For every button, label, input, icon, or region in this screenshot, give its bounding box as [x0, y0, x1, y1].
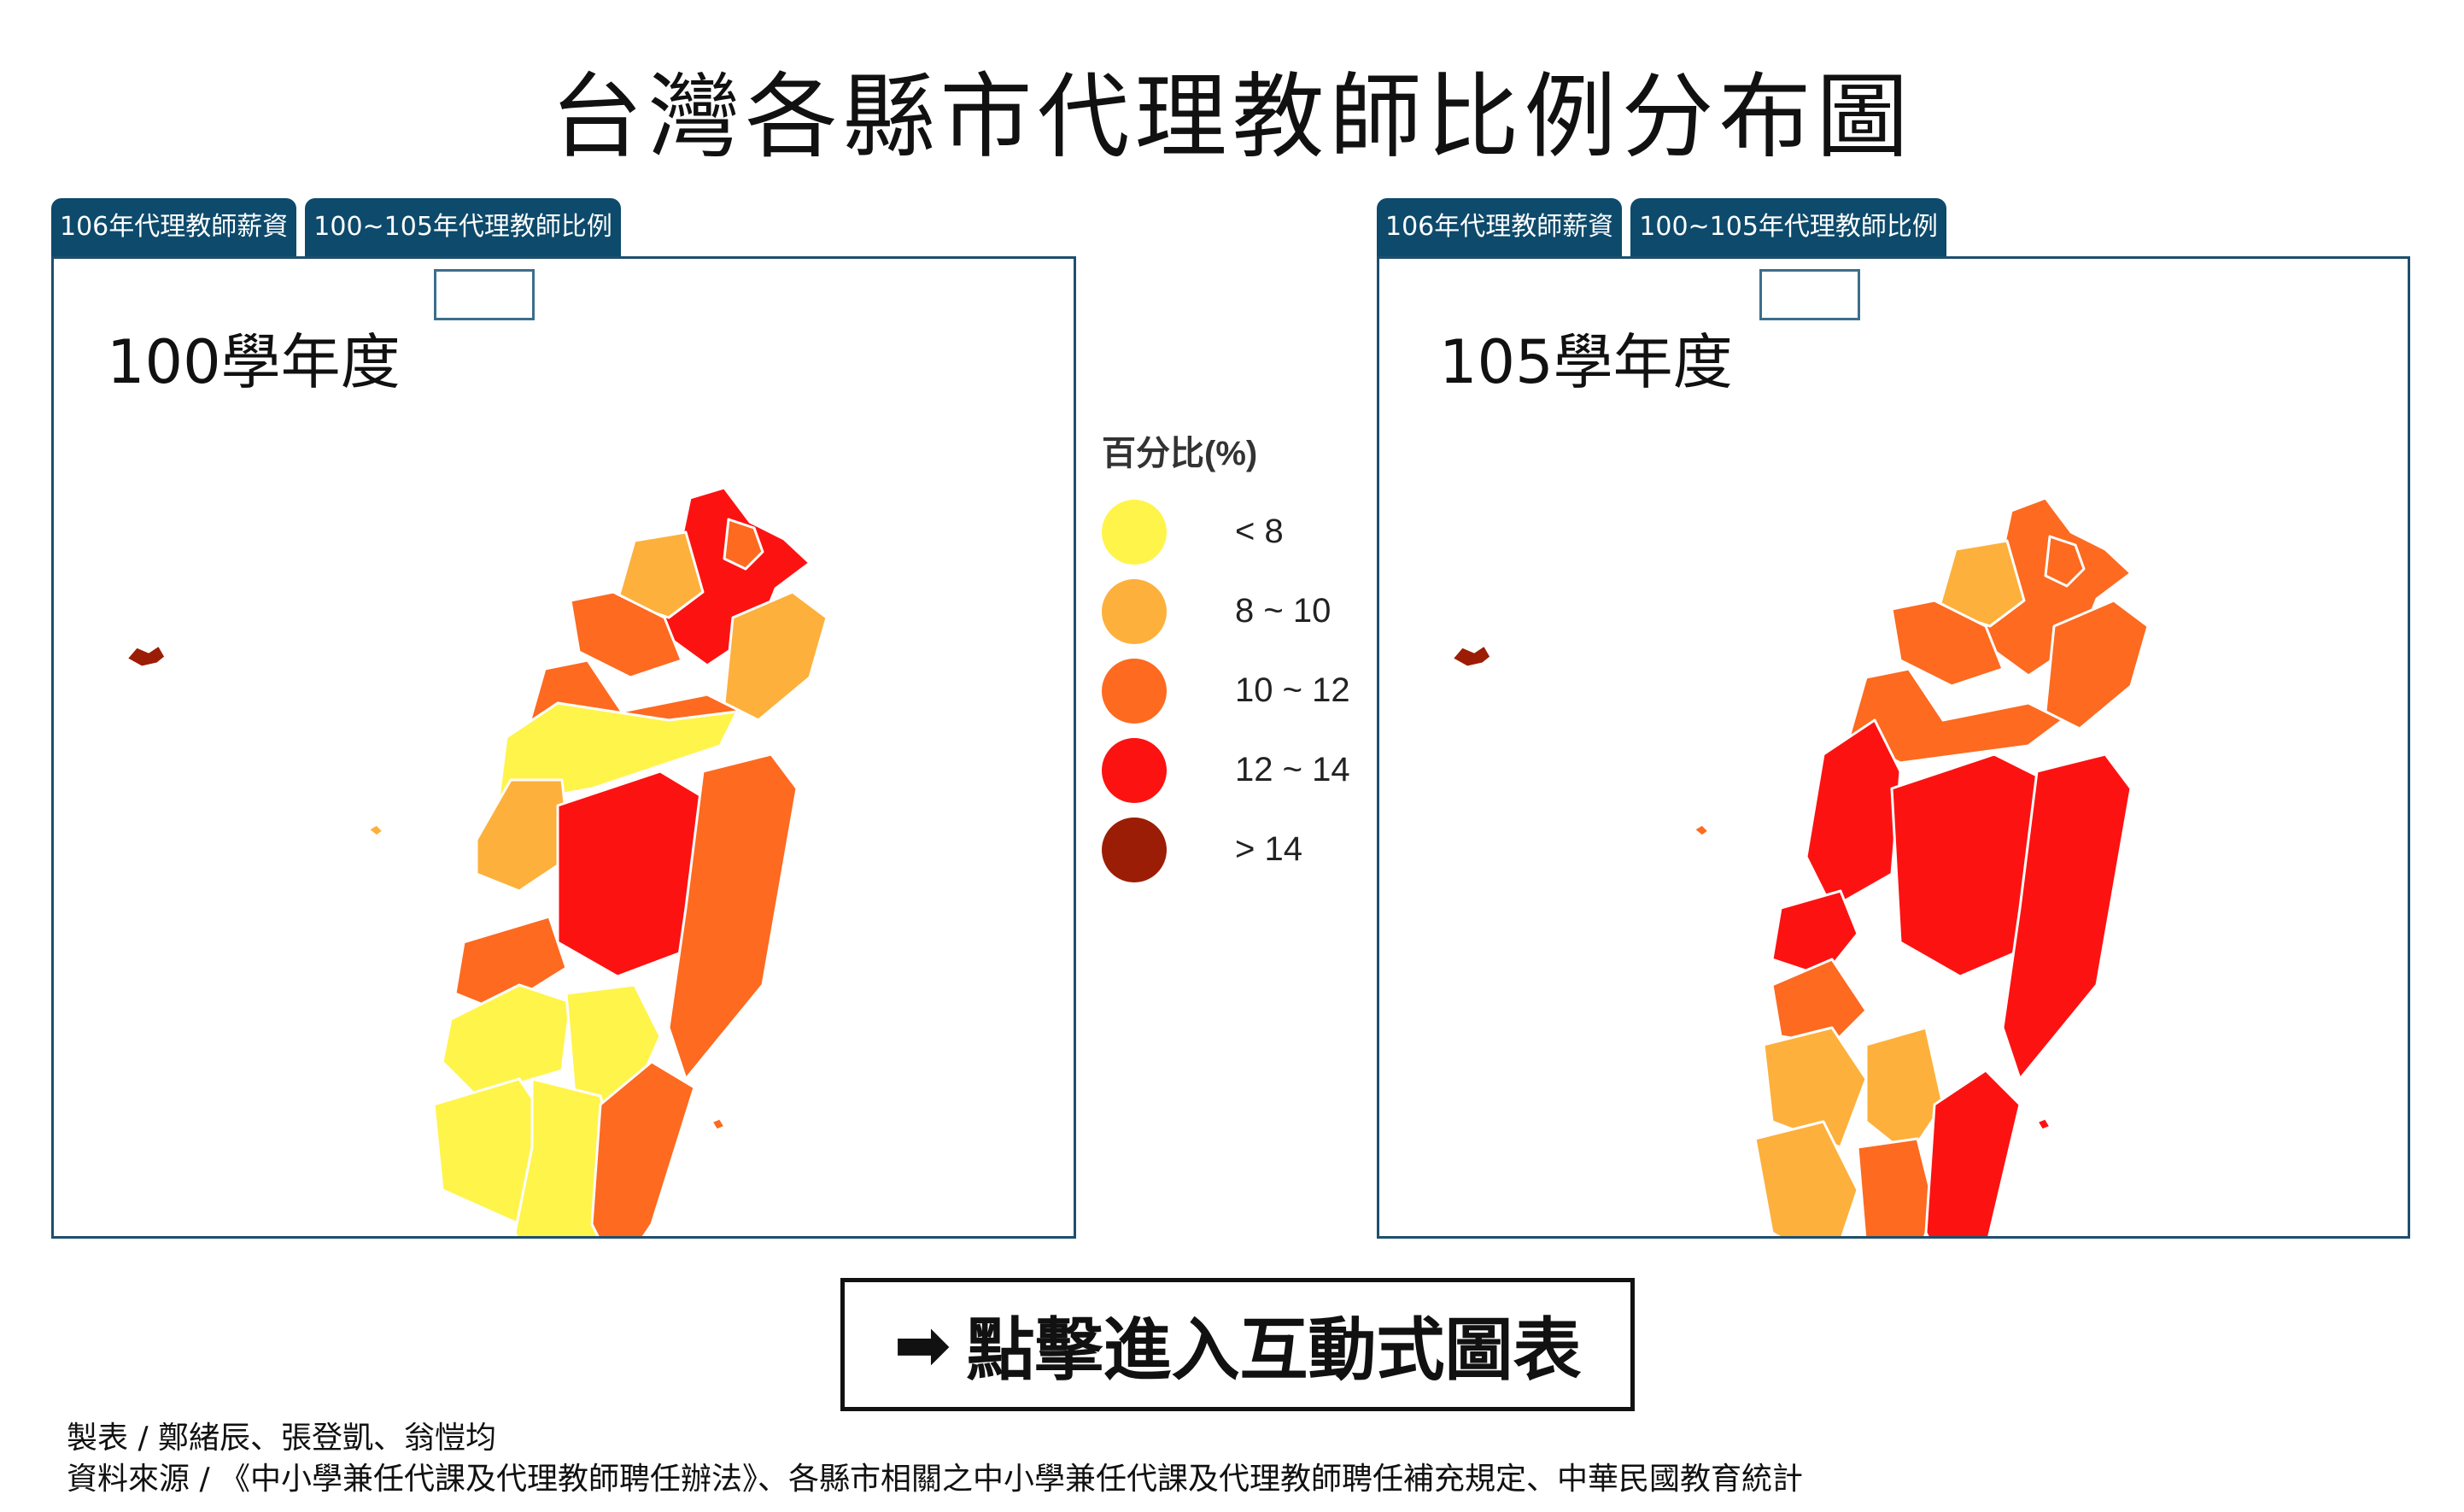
region-tainan: [1753, 1120, 1859, 1236]
region-penghu-far: [125, 643, 167, 669]
legend-swatch: [1102, 499, 1167, 565]
tab-salary-106-right[interactable]: 106年代理教師薪資: [1377, 198, 1623, 256]
region-hualien: [667, 753, 799, 1081]
legend-title: 百分比(%): [1102, 435, 1258, 472]
region-taoyuan: [616, 530, 705, 619]
region-chiayi: [441, 983, 572, 1098]
legend-label: 10 ~ 12: [1235, 671, 1350, 709]
region-hualien: [2001, 753, 2133, 1081]
legend-item-10-12: 10 ~ 12: [1102, 651, 1350, 730]
region-penghu: [1692, 823, 1711, 838]
right-tab-bar: 106年代理教師薪資 100~105年代理教師比例: [1377, 198, 1946, 256]
tab-ratio-100-105-left[interactable]: 100~105年代理教師比例: [305, 198, 621, 256]
region-taichung: [1805, 718, 1902, 910]
region-taipei: [723, 518, 764, 571]
region-hsinchu: [569, 590, 683, 679]
year-label-100: 100學年度: [107, 327, 401, 397]
region-taitung: [1924, 1069, 2022, 1236]
legend-label: 8 ~ 10: [1235, 592, 1331, 630]
region-kaohsiung: [1856, 1137, 1936, 1236]
map-panel-100: 100學年度: [51, 256, 1076, 1239]
credits-authors: 製表 / 鄭緒辰、張登凱、翁愷均: [67, 1421, 497, 1456]
credits-sources: 資料來源 / 《中小學兼任代課及代理教師聘任辦法》、各縣市相關之中小學兼任代課及…: [67, 1462, 1804, 1497]
region-chiayi: [1762, 1026, 1868, 1149]
region-taoyuan: [1937, 539, 2026, 628]
region-taitung: [590, 1060, 696, 1236]
region-taipei: [2044, 535, 2086, 588]
interactive-chart-button-label: 點擊進入互動式圖表: [966, 1310, 1582, 1390]
taiwan-map-105: [1450, 496, 2150, 1236]
interactive-chart-button[interactable]: ➡ 點擊進入互動式圖表: [840, 1278, 1635, 1411]
map-panel-105: 105學年度: [1377, 256, 2410, 1239]
region-orchid-island: [710, 1116, 727, 1132]
region-penghu-far: [1450, 643, 1493, 669]
legend-swatch: [1102, 737, 1167, 803]
credits: 製表 / 鄭緒辰、張登凱、翁愷均 資料來源 / 《中小學兼任代課及代理教師聘任辦…: [67, 1418, 1803, 1500]
year-label-105: 105學年度: [1439, 327, 1733, 397]
taiwan-map-100: [125, 486, 828, 1236]
mini-inset-box: [434, 269, 535, 320]
legend-item-12-14: 12 ~ 14: [1102, 730, 1350, 810]
legend-swatch: [1102, 578, 1167, 644]
legend-item-8-10: 8 ~ 10: [1102, 571, 1350, 651]
arrow-right-icon: ➡: [893, 1304, 951, 1385]
legend-item-lt8: < 8: [1102, 492, 1350, 571]
region-hsinchu: [1890, 599, 2005, 688]
region-yunlin: [1770, 958, 1868, 1046]
region-orchid-island: [2035, 1116, 2052, 1132]
legend-label: 12 ~ 14: [1235, 751, 1350, 788]
mini-inset-box: [1759, 269, 1860, 320]
region-chiayi-county: [1864, 1026, 1945, 1157]
tab-salary-106-left[interactable]: 106年代理教師薪資: [51, 198, 297, 256]
region-changhua: [1770, 889, 1859, 978]
region-penghu: [366, 823, 385, 838]
legend-label: > 14: [1235, 830, 1302, 868]
legend-label: < 8: [1235, 513, 1284, 550]
legend: 百分比(%) < 8 8 ~ 10 10 ~ 12 12 ~ 14 > 14: [1102, 425, 1350, 889]
page-title: 台灣各縣市代理教師比例分布圖: [550, 64, 1914, 171]
tab-ratio-100-105-right[interactable]: 100~105年代理教師比例: [1630, 198, 1946, 256]
legend-item-gt14: > 14: [1102, 810, 1350, 889]
legend-swatch: [1102, 658, 1167, 724]
left-tab-bar: 106年代理教師薪資 100~105年代理教師比例: [51, 198, 621, 256]
legend-swatch: [1102, 817, 1167, 882]
